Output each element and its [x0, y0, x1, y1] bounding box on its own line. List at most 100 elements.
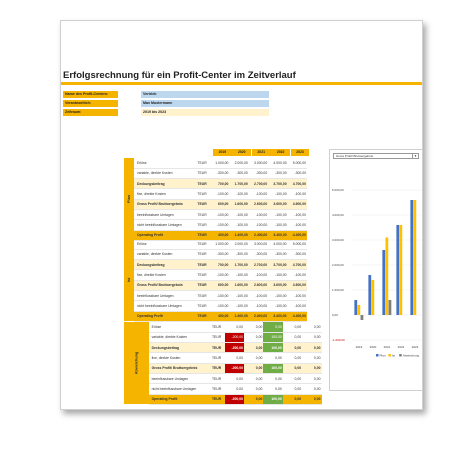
- value-cell[interactable]: 100,00: [263, 363, 283, 374]
- value-cell[interactable]: 0,00: [263, 383, 283, 395]
- value-cell[interactable]: -100,00: [248, 300, 269, 312]
- value-cell[interactable]: 5.000,00: [287, 158, 307, 169]
- value-cell[interactable]: 0,00: [302, 363, 322, 374]
- value-cell[interactable]: 4.000,00: [268, 158, 288, 169]
- value-cell[interactable]: 4.700,00: [287, 178, 307, 190]
- value-cell[interactable]: 100,00: [263, 342, 283, 354]
- value-cell[interactable]: -100,00: [268, 219, 288, 231]
- value-cell[interactable]: -300,00: [287, 249, 307, 261]
- value-cell[interactable]: 4.700,00: [287, 259, 307, 271]
- value-cell[interactable]: -100,00: [229, 290, 249, 302]
- value-cell[interactable]: -300,00: [268, 168, 288, 180]
- value-cell[interactable]: 0,00: [282, 363, 303, 374]
- value-cell[interactable]: -100,00: [210, 209, 230, 221]
- value-cell[interactable]: 5.000,00: [287, 239, 307, 250]
- value-cell[interactable]: 0,00: [263, 352, 283, 364]
- value-cell[interactable]: 0,00: [243, 383, 264, 395]
- value-cell[interactable]: 1.700,00: [229, 259, 249, 271]
- value-cell[interactable]: 0,00: [263, 373, 283, 385]
- value-cell[interactable]: -100,00: [229, 269, 249, 281]
- value-cell[interactable]: 0,00: [243, 373, 264, 385]
- value-cell[interactable]: 0,00: [282, 383, 303, 395]
- value-cell[interactable]: 3.600,00: [268, 199, 288, 210]
- value-cell[interactable]: 600,00: [210, 280, 230, 291]
- value-cell[interactable]: 2.400,00: [248, 311, 269, 322]
- value-cell[interactable]: 4.000,00: [268, 239, 288, 250]
- value-cell[interactable]: 4.400,00: [287, 311, 307, 322]
- value-cell[interactable]: 2.000,00: [229, 158, 249, 169]
- value-cell[interactable]: 3.000,00: [248, 239, 269, 250]
- value-cell[interactable]: -100,00: [210, 290, 230, 302]
- value-cell[interactable]: 0,00: [282, 394, 303, 405]
- value-cell[interactable]: 0,00: [243, 394, 264, 405]
- value-cell[interactable]: 100,00: [263, 332, 283, 344]
- value-cell[interactable]: -100,00: [229, 188, 249, 200]
- value-cell[interactable]: 0,00: [302, 352, 322, 364]
- value-cell[interactable]: 0,00: [243, 342, 264, 354]
- value-cell[interactable]: 2.700,00: [248, 259, 269, 271]
- value-cell[interactable]: -100,00: [248, 209, 269, 221]
- value-cell[interactable]: 4.600,00: [287, 199, 307, 210]
- chevron-down-icon[interactable]: ▾: [412, 154, 418, 159]
- value-cell[interactable]: 2.700,00: [248, 178, 269, 190]
- value-cell[interactable]: 0,00: [282, 332, 303, 344]
- value-cell[interactable]: 100,00: [263, 394, 283, 405]
- value-cell[interactable]: 3.000,00: [248, 158, 269, 169]
- value-cell[interactable]: 3.700,00: [268, 178, 288, 190]
- value-cell[interactable]: 1.600,00: [229, 280, 249, 291]
- value-cell[interactable]: 3.700,00: [268, 259, 288, 271]
- value-cell[interactable]: -100,00: [248, 219, 269, 231]
- value-cell[interactable]: -200,00: [224, 332, 244, 344]
- value-cell[interactable]: 1.000,00: [210, 158, 230, 169]
- value-cell[interactable]: 0,00: [243, 352, 264, 364]
- value-cell[interactable]: 1.400,00: [229, 311, 249, 322]
- value-cell[interactable]: 0,00: [224, 383, 244, 395]
- value-cell[interactable]: -100,00: [210, 300, 230, 312]
- value-cell[interactable]: 0,00: [282, 352, 303, 364]
- value-cell[interactable]: -100,00: [210, 188, 230, 200]
- value-cell[interactable]: 0,00: [243, 363, 264, 374]
- value-cell[interactable]: -300,00: [210, 249, 230, 261]
- value-cell[interactable]: 0,00: [302, 383, 322, 395]
- value-cell[interactable]: 0,00: [302, 342, 322, 354]
- value-cell[interactable]: -100,00: [210, 269, 230, 281]
- value-cell[interactable]: -100,00: [229, 300, 249, 312]
- value-cell[interactable]: -100,00: [229, 209, 249, 221]
- value-cell[interactable]: 2.600,00: [248, 280, 269, 291]
- chart-selector-dropdown[interactable]: Gross Profit/ Bruttoergebnis ▾: [333, 153, 419, 159]
- value-cell[interactable]: 0,00: [224, 373, 244, 385]
- value-cell[interactable]: 3.400,00: [268, 311, 288, 322]
- value-cell[interactable]: 0,00: [282, 322, 303, 333]
- value-cell[interactable]: 0,00: [282, 342, 303, 354]
- value-cell[interactable]: 2.600,00: [248, 199, 269, 210]
- value-cell[interactable]: 0,00: [302, 373, 322, 385]
- value-cell[interactable]: -100,00: [210, 219, 230, 231]
- value-cell[interactable]: -100,00: [287, 300, 307, 312]
- value-cell[interactable]: 2.000,00: [229, 239, 249, 250]
- value-cell[interactable]: -200,00: [224, 363, 244, 374]
- value-cell[interactable]: -300,00: [287, 168, 307, 180]
- value-cell[interactable]: -100,00: [248, 269, 269, 281]
- value-cell[interactable]: -300,00: [229, 249, 249, 261]
- value-cell[interactable]: 700,00: [210, 178, 230, 190]
- value-cell[interactable]: 600,00: [210, 199, 230, 210]
- value-cell[interactable]: 400,00: [210, 311, 230, 322]
- value-cell[interactable]: -100,00: [287, 269, 307, 281]
- value-cell[interactable]: 0,00: [224, 352, 244, 364]
- value-cell[interactable]: 4.600,00: [287, 280, 307, 291]
- value-cell[interactable]: 0,00: [302, 322, 322, 333]
- value-cell[interactable]: 0,00: [243, 322, 264, 333]
- value-cell[interactable]: -300,00: [268, 249, 288, 261]
- value-cell[interactable]: -100,00: [248, 290, 269, 302]
- value-cell[interactable]: 700,00: [210, 259, 230, 271]
- value-cell[interactable]: 0,00: [243, 332, 264, 344]
- info-value-period[interactable]: 2019 bis 2023: [141, 109, 269, 116]
- value-cell[interactable]: -100,00: [287, 290, 307, 302]
- value-cell[interactable]: -200,00: [224, 394, 244, 405]
- value-cell[interactable]: -300,00: [248, 249, 269, 261]
- value-cell[interactable]: -200,00: [224, 342, 244, 354]
- value-cell[interactable]: -100,00: [268, 209, 288, 221]
- value-cell[interactable]: 1.600,00: [229, 199, 249, 210]
- value-cell[interactable]: 0,00: [263, 322, 283, 333]
- info-value-responsible[interactable]: Max Mustermann: [141, 100, 269, 107]
